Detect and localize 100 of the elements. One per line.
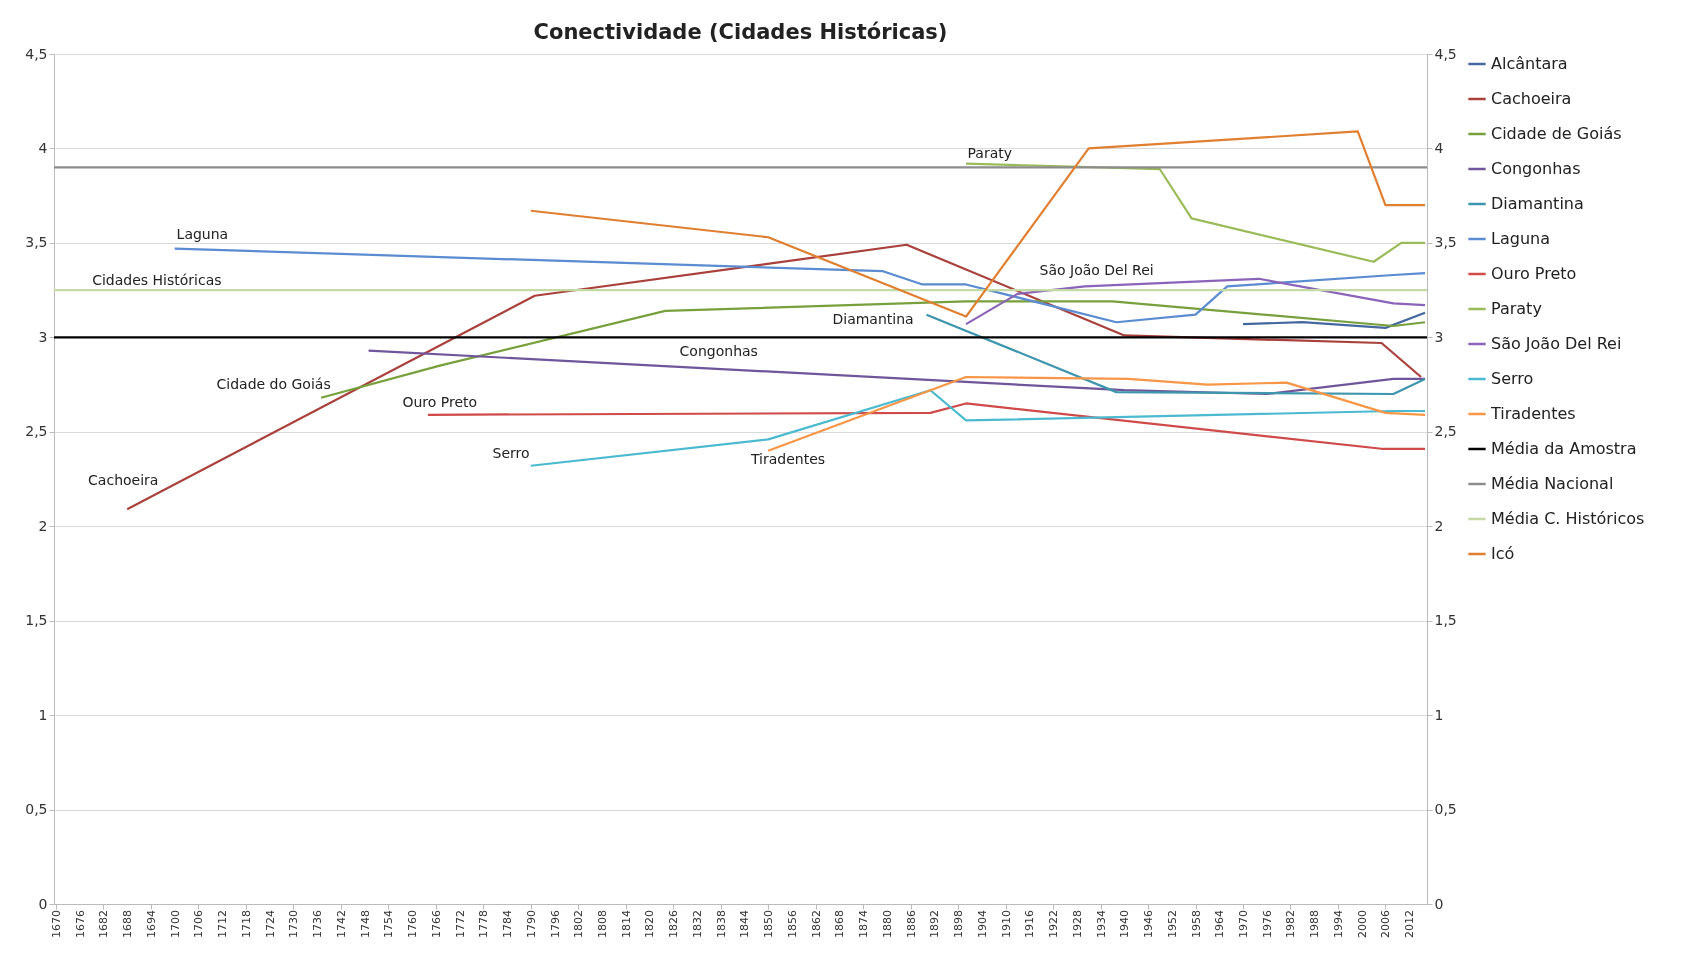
y2-tick-label: 2 <box>1434 517 1444 534</box>
x-tick-label: 1808 <box>596 910 610 938</box>
y-tick-label: 2,5 <box>25 423 48 440</box>
chart-title: Conectividade (Cidades Históricas) <box>533 20 948 44</box>
y2-tick-label: 1,5 <box>1434 612 1457 629</box>
x-tick-label: 1946 <box>1142 910 1156 938</box>
annotation: Cidade do Goiás <box>216 375 331 392</box>
y2-tick-label: 1 <box>1434 706 1444 723</box>
annotation: Paraty <box>967 145 1013 162</box>
x-tick-label: 1778 <box>477 910 491 938</box>
x-tick-label: 1988 <box>1308 910 1322 938</box>
x-tick-label: 1856 <box>785 910 799 938</box>
annotation: Cidades Históricas <box>92 271 222 288</box>
y-tick-label: 4,5 <box>25 45 48 62</box>
x-tick-label: 1730 <box>287 910 301 938</box>
x-tick-label: 1916 <box>1023 910 1037 938</box>
x-tick-label: 1754 <box>382 910 396 938</box>
x-tick-label: 1766 <box>429 910 443 938</box>
x-tick-label: 1982 <box>1284 910 1298 938</box>
x-tick-label: 2000 <box>1355 910 1369 938</box>
legend-label: Cachoeira <box>1491 89 1572 108</box>
legend-label: São João Del Rei <box>1491 334 1622 353</box>
y2-tick-label: 2,5 <box>1434 423 1457 440</box>
x-tick-label: 1940 <box>1118 910 1132 938</box>
x-tick-label: 1850 <box>762 910 776 938</box>
y2-tick-label: 4,5 <box>1434 45 1457 62</box>
x-tick-label: 1886 <box>904 910 918 938</box>
legend-label: Congonhas <box>1491 159 1581 178</box>
y2-tick-label: 0,5 <box>1434 801 1457 818</box>
line-series <box>1241 311 1427 329</box>
x-tick-label: 1724 <box>263 910 277 938</box>
y-tick-label: 3,5 <box>25 234 48 251</box>
annotation: Tiradentes <box>749 451 826 468</box>
annotation: Cachoeira <box>88 471 159 488</box>
x-tick-label: 2012 <box>1403 910 1417 938</box>
legend-label: Média Nacional <box>1491 474 1614 493</box>
line-series <box>964 277 1427 326</box>
x-tick-label: 1694 <box>144 910 158 938</box>
y2-tick-label: 3,5 <box>1434 234 1457 251</box>
x-tick-label: 1688 <box>121 910 135 938</box>
x-tick-label: 1784 <box>501 910 515 938</box>
x-tick-label: 1796 <box>548 910 562 938</box>
y-tick-label: 1,5 <box>25 612 48 629</box>
annotation: Diamantina <box>832 311 914 328</box>
legend-label: Laguna <box>1491 229 1550 248</box>
x-tick-label: 1874 <box>857 910 871 938</box>
legend-label: Paraty <box>1491 299 1542 318</box>
legend-label: Cidade de Goiás <box>1491 124 1622 143</box>
annotation: Laguna <box>176 226 229 243</box>
legend-label: Tiradentes <box>1490 404 1576 423</box>
x-tick-label: 1868 <box>833 910 847 938</box>
line-series <box>964 162 1427 263</box>
x-tick-label: 1814 <box>619 910 633 938</box>
y2-tick-label: 3 <box>1434 328 1444 345</box>
legend-label: Ouro Preto <box>1491 264 1577 283</box>
x-tick-label: 1712 <box>216 910 230 938</box>
x-tick-label: 2006 <box>1379 910 1393 938</box>
x-tick-label: 1910 <box>999 910 1013 938</box>
x-tick-label: 1826 <box>667 910 681 938</box>
line-series <box>767 375 1427 452</box>
x-tick-label: 1862 <box>809 910 823 938</box>
x-tick-label: 1898 <box>952 910 966 938</box>
x-tick-label: 1832 <box>690 910 704 938</box>
legend-label: Média C. Históricos <box>1491 509 1645 528</box>
x-tick-label: 1820 <box>643 910 657 938</box>
x-tick-label: 1844 <box>738 910 752 938</box>
x-tick-label: 1736 <box>311 910 325 938</box>
x-tick-label: 1718 <box>239 910 253 938</box>
y-tick-label: 2 <box>38 517 48 534</box>
legend-label: Alcântara <box>1491 54 1568 73</box>
y-tick-label: 4 <box>38 139 48 156</box>
x-tick-label: 1670 <box>49 910 63 938</box>
legend-label: Icó <box>1491 544 1515 563</box>
legend-label: Média da Amostra <box>1491 439 1637 458</box>
y2-tick-label: 0 <box>1434 895 1444 912</box>
annotation: Serro <box>492 445 530 462</box>
x-tick-label: 1802 <box>572 910 586 938</box>
annotation: Ouro Preto <box>402 394 478 411</box>
y-tick-label: 1 <box>38 706 48 723</box>
y-tick-label: 0 <box>38 895 48 912</box>
x-tick-label: 1676 <box>73 910 87 938</box>
y-tick-label: 0,5 <box>25 801 48 818</box>
line-series <box>529 389 1427 467</box>
x-tick-label: 1682 <box>97 910 111 938</box>
legend-label: Diamantina <box>1491 194 1584 213</box>
x-tick-label: 1952 <box>1165 910 1179 938</box>
x-tick-label: 1700 <box>168 910 182 938</box>
x-tick-label: 1934 <box>1094 910 1108 938</box>
x-tick-label: 1892 <box>928 910 942 938</box>
y2-tick-label: 4 <box>1434 139 1444 156</box>
line-series <box>925 313 1427 396</box>
x-tick-label: 1880 <box>880 910 894 938</box>
annotation: Congonhas <box>679 343 758 360</box>
x-tick-label: 1760 <box>406 910 420 938</box>
x-tick-label: 1772 <box>453 910 467 938</box>
x-tick-label: 1994 <box>1331 910 1345 938</box>
x-tick-label: 1964 <box>1213 910 1227 938</box>
x-tick-label: 1928 <box>1070 910 1084 938</box>
x-tick-label: 1838 <box>714 910 728 938</box>
x-tick-label: 1790 <box>524 910 538 938</box>
